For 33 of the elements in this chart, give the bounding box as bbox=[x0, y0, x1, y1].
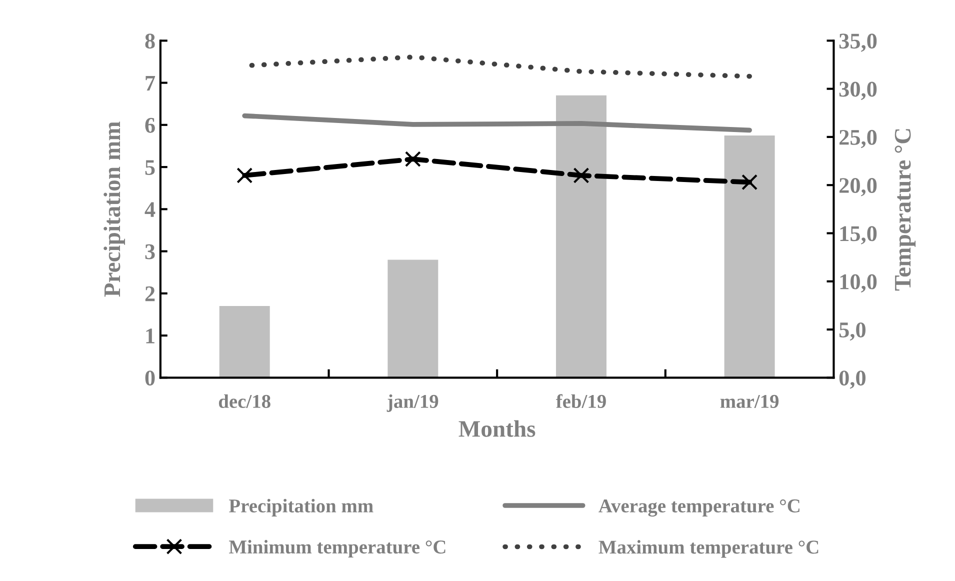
y-axis-title: Precipitation mm bbox=[104, 122, 126, 297]
x-tick-label: dec/18 bbox=[218, 394, 270, 408]
y-tick-label: 3 bbox=[145, 244, 155, 260]
x-tick-label: feb/19 bbox=[556, 394, 606, 408]
y-tick-label: 8 bbox=[145, 34, 155, 49]
y-tick-label: 1 bbox=[146, 328, 154, 344]
bar bbox=[388, 260, 438, 378]
x-tick-label: jan/19 bbox=[386, 394, 438, 412]
y2-tick-label: 20,0 bbox=[840, 178, 877, 196]
legend-label: Maximum temperature °C bbox=[598, 540, 818, 558]
y-tick-label: 6 bbox=[145, 118, 155, 133]
y-tick-label: 2 bbox=[145, 286, 155, 302]
y2-tick-label: 15,0 bbox=[840, 226, 877, 244]
bar bbox=[556, 95, 606, 378]
y-tick-label: 7 bbox=[146, 76, 156, 91]
line-series bbox=[242, 113, 752, 133]
legend-label: Precipitation mm bbox=[229, 498, 374, 516]
y2-tick-label: 25,0 bbox=[840, 130, 877, 148]
x-axis-title: Months bbox=[458, 420, 536, 437]
y-tick-label: 0 bbox=[145, 370, 155, 386]
y2-axis-title: Temperature °C bbox=[894, 129, 916, 291]
legend-label: Average temperature °C bbox=[598, 499, 800, 517]
bar bbox=[219, 306, 270, 378]
y2-tick-label: 10,0 bbox=[840, 274, 877, 293]
y2-tick-label: 30,0 bbox=[839, 82, 877, 100]
bar bbox=[724, 135, 775, 378]
y2-tick-label: 0,0 bbox=[839, 370, 866, 389]
y-tick-label: 4 bbox=[144, 202, 156, 217]
y2-tick-label: 5,0 bbox=[839, 322, 866, 341]
y-tick-label: 5 bbox=[145, 160, 155, 175]
x-tick-label: mar/19 bbox=[720, 394, 779, 408]
y2-tick-label: 35,0 bbox=[839, 34, 877, 52]
legend-label: Minimum temperature °C bbox=[229, 540, 446, 558]
